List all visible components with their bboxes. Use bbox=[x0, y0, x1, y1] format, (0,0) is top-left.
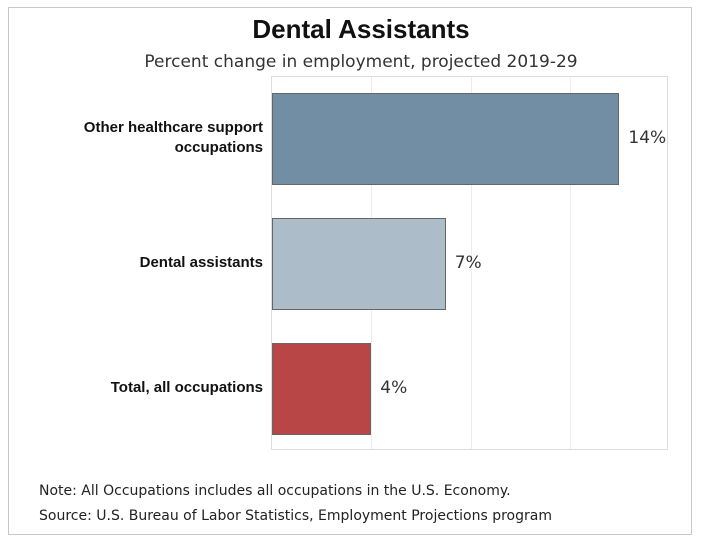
bar-2 bbox=[272, 342, 372, 435]
bar-1 bbox=[272, 218, 446, 310]
gridline bbox=[569, 77, 571, 449]
chart-source: Source: U.S. Bureau of Labor Statistics,… bbox=[39, 508, 552, 524]
chart-note: Note: All Occupations includes all occup… bbox=[39, 483, 511, 499]
data-label-2: 4% bbox=[380, 377, 408, 398]
category-label-line: Other healthcare support bbox=[83, 119, 263, 137]
data-label-0: 14% bbox=[628, 128, 667, 149]
category-label-0: Other healthcare support occupations bbox=[23, 118, 263, 158]
category-label-line: Dental assistants bbox=[139, 254, 263, 271]
bar-0 bbox=[272, 93, 620, 186]
plot-area: 14% 7% 4% bbox=[271, 76, 668, 450]
chart-title: Dental Assistants bbox=[252, 14, 470, 44]
chart-subtitle: Percent change in employment, projected … bbox=[144, 52, 578, 72]
category-label-line: occupations bbox=[174, 139, 263, 157]
category-label-2: Total, all occupations bbox=[23, 378, 263, 398]
chart-frame bbox=[8, 7, 692, 535]
category-label-line: Total, all occupations bbox=[110, 378, 263, 396]
category-label-1: Dental assistants bbox=[23, 253, 263, 273]
data-label-1: 7% bbox=[454, 253, 482, 273]
gridline bbox=[470, 77, 472, 449]
